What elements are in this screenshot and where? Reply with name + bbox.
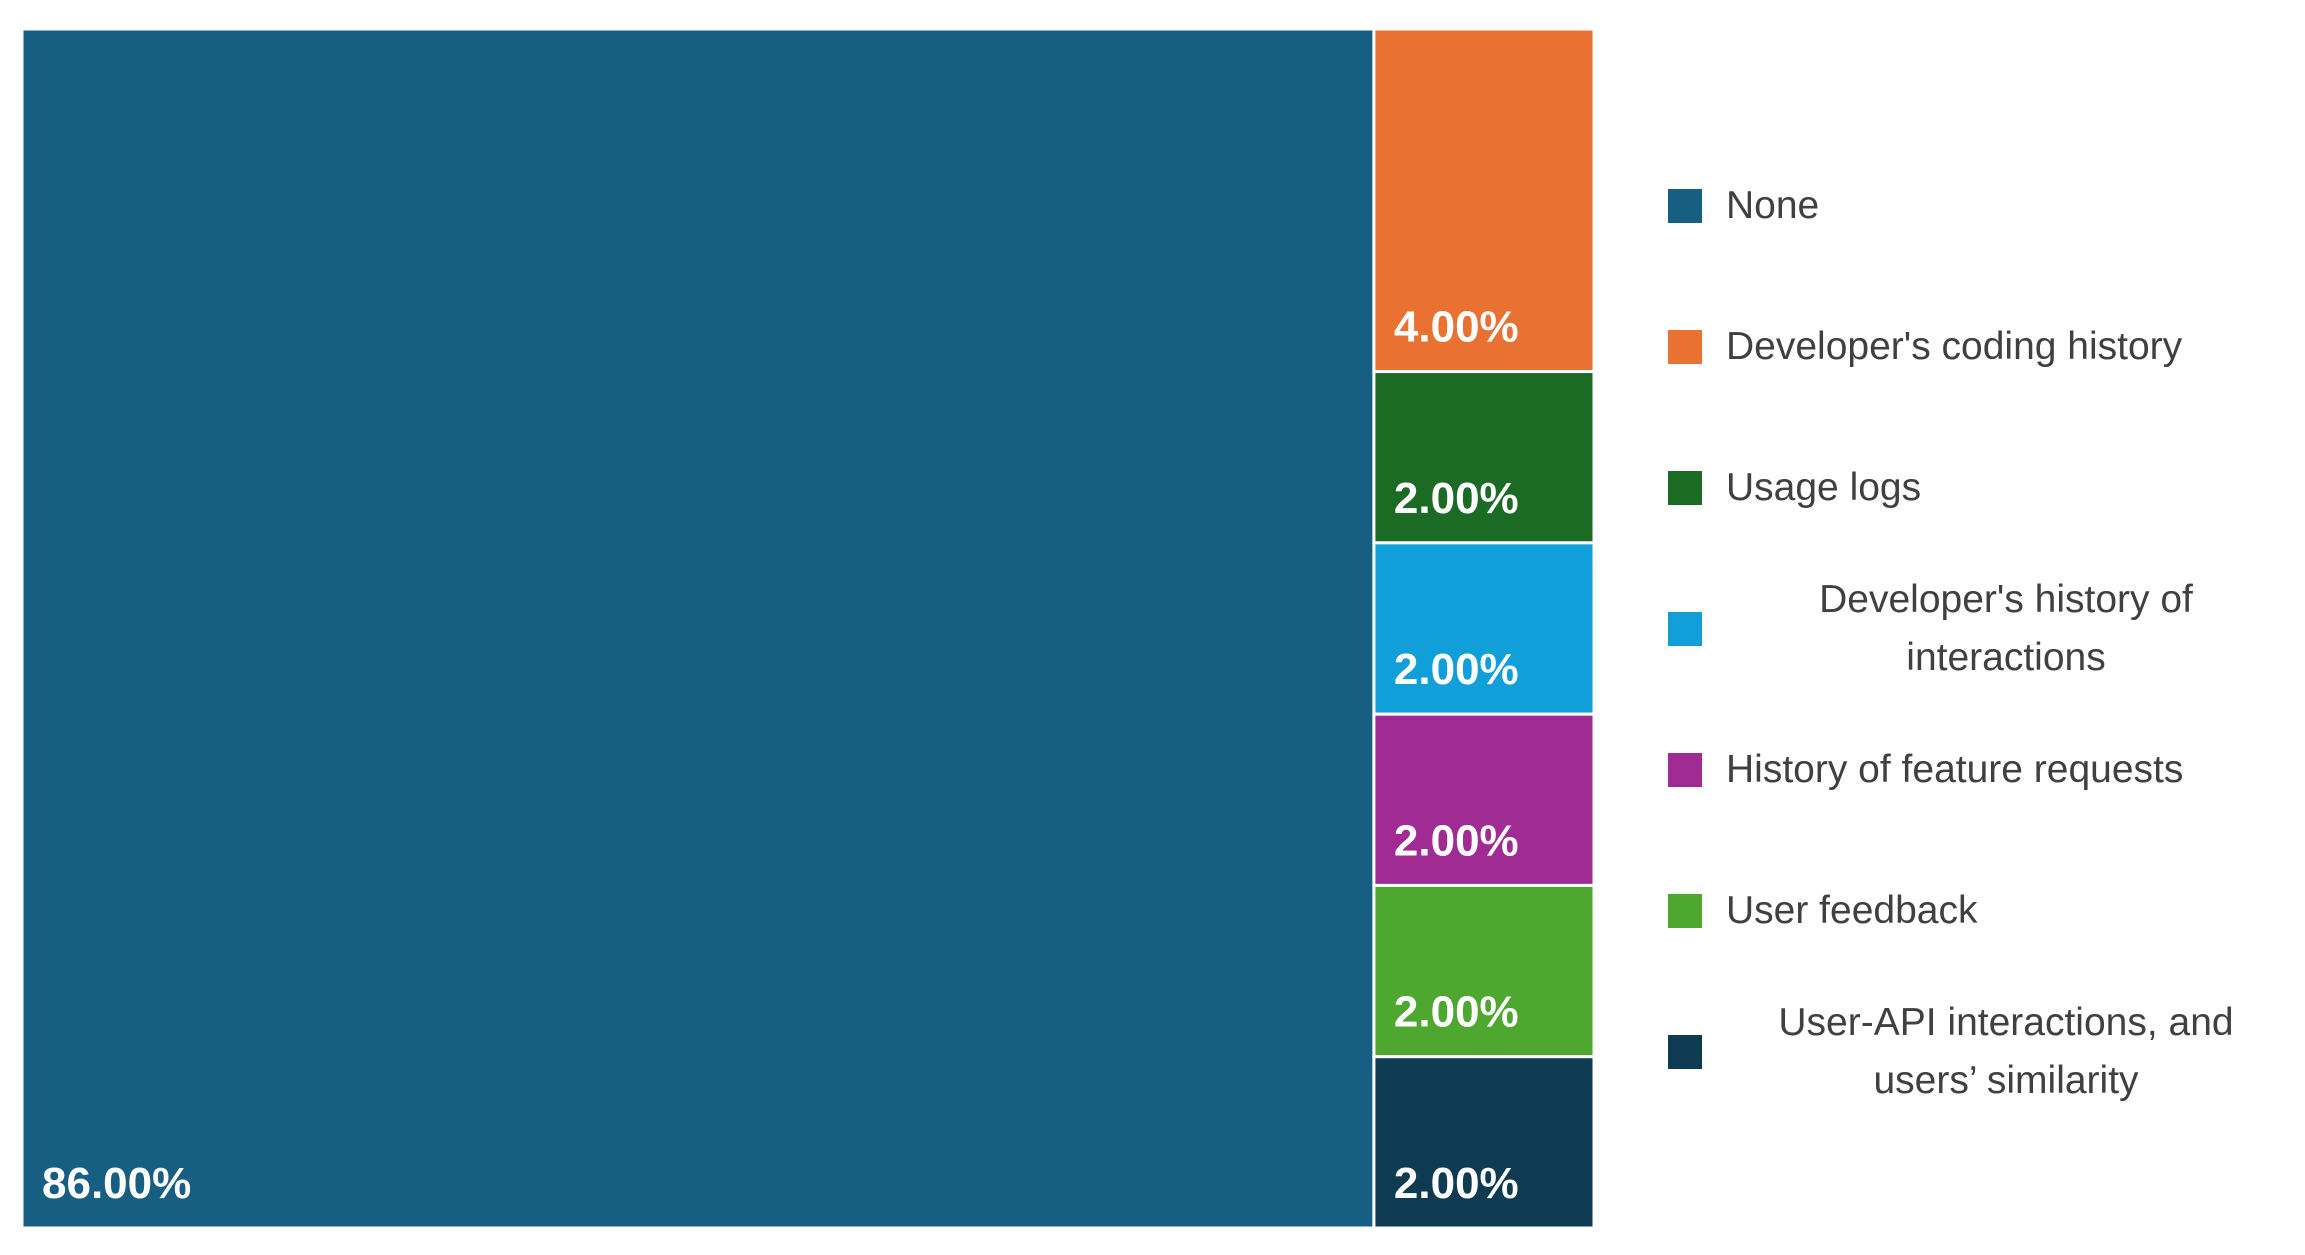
- legend-swatch: [1668, 612, 1702, 646]
- value-label: 86.00%: [42, 1159, 191, 1208]
- legend-label: Developer's history of interactions: [1819, 578, 2193, 679]
- legend-swatch: [1668, 1035, 1702, 1069]
- value-label: 2.00%: [1394, 988, 1519, 1037]
- legend-swatch: [1668, 189, 1702, 223]
- tile: [1372, 1055, 1596, 1230]
- value-label: 2.00%: [1394, 816, 1519, 865]
- value-label: 4.00%: [1394, 303, 1519, 352]
- legend-item: User-API interactions, and users’ simila…: [1668, 994, 2286, 1110]
- tile: [1372, 27, 1596, 374]
- tile: [20, 27, 1376, 1230]
- value-label: 2.00%: [1394, 1159, 1519, 1208]
- legend-label: User feedback: [1726, 889, 1978, 932]
- legend-label: History of feature requests: [1726, 748, 2184, 791]
- value-label: 2.00%: [1394, 474, 1519, 523]
- legend-item: None: [1668, 177, 1819, 235]
- legend-swatch: [1668, 894, 1702, 928]
- legend-item: Developer's coding history: [1668, 318, 2182, 376]
- legend-swatch: [1668, 471, 1702, 505]
- legend-item: Developer's history of interactions: [1668, 571, 2286, 687]
- legend-swatch: [1668, 330, 1702, 364]
- legend: None Developer's coding history Usage logs…: [1668, 0, 2298, 1255]
- legend-label: Usage logs: [1726, 466, 1922, 509]
- legend-item: History of feature requests: [1668, 741, 2183, 799]
- legend-swatch: [1668, 753, 1702, 787]
- legend-label: Developer's coding history: [1726, 325, 2183, 368]
- legend-item: Usage logs: [1668, 459, 1921, 517]
- value-label: 2.00%: [1394, 645, 1519, 694]
- legend-item: User feedback: [1668, 882, 1977, 940]
- legend-label: User-API interactions, and users’ simila…: [1778, 1001, 2234, 1102]
- tile: [1372, 370, 1596, 545]
- legend-label: None: [1726, 184, 1820, 227]
